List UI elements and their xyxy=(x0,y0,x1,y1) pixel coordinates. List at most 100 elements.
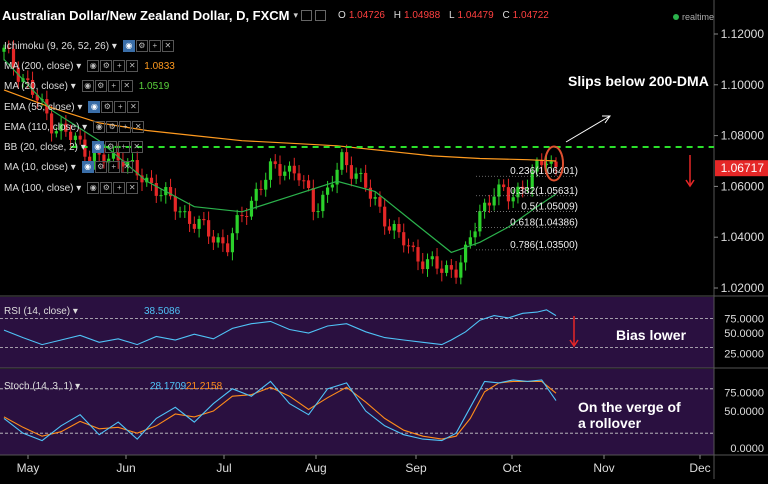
visibility-icon[interactable]: ◉ xyxy=(91,141,104,153)
indicator-label[interactable]: MA (100, close) ▾ xyxy=(4,182,82,194)
plus-icon[interactable]: + xyxy=(113,60,126,72)
stoch-d-line xyxy=(3,380,557,440)
candle-body xyxy=(197,219,201,229)
close-icon[interactable]: ✕ xyxy=(126,60,139,72)
candle-body xyxy=(73,135,77,140)
candle-body xyxy=(444,265,449,273)
ma20-line xyxy=(3,58,557,254)
plus-icon[interactable]: + xyxy=(107,80,120,92)
candle-body xyxy=(230,233,235,253)
indicator-label[interactable]: MA (200, close) ▾ xyxy=(4,60,82,72)
close-icon[interactable]: ✕ xyxy=(161,40,174,52)
rsi-tick-label: 50.0000 xyxy=(724,328,764,340)
candle-body xyxy=(478,211,482,232)
candle-body xyxy=(226,243,230,253)
indicator-row[interactable]: EMA (110, close) ▾ ◉ ⚙ + ✕ xyxy=(4,121,145,133)
visibility-icon[interactable]: ◉ xyxy=(87,182,100,194)
close-icon[interactable]: ✕ xyxy=(120,80,133,92)
visibility-icon[interactable]: ◉ xyxy=(87,60,100,72)
indicator-row[interactable]: BB (20, close, 2) ▾ ◉ ⚙ + ✕ xyxy=(4,141,144,153)
price-tick-label: 1.04000 xyxy=(721,230,765,244)
header-eye-icon[interactable] xyxy=(315,10,327,21)
visibility-icon[interactable]: ◉ xyxy=(81,161,94,173)
candle-body xyxy=(359,172,363,174)
candle-body xyxy=(102,154,106,163)
plus-icon[interactable]: + xyxy=(107,161,120,173)
time-tick-label: Dec xyxy=(689,461,710,475)
fib-level-label: 0.786(1.03500) xyxy=(510,240,578,251)
candle-body xyxy=(430,256,434,260)
candle-body xyxy=(111,152,116,159)
visibility-icon[interactable]: ◉ xyxy=(93,121,106,133)
close-icon[interactable]: ✕ xyxy=(130,141,143,153)
candle-body xyxy=(126,161,130,167)
candle-body xyxy=(492,196,496,206)
candle-body xyxy=(440,268,444,273)
last-price-label: 1.06717 xyxy=(721,161,765,175)
candle-body xyxy=(235,215,239,234)
gear-icon[interactable]: ⚙ xyxy=(104,141,117,153)
candle-body xyxy=(92,152,97,162)
candle-body xyxy=(325,187,330,195)
gear-icon[interactable]: ⚙ xyxy=(106,121,119,133)
close-icon[interactable]: ✕ xyxy=(120,161,133,173)
candle-body xyxy=(449,265,453,270)
close-icon[interactable]: ✕ xyxy=(127,101,140,113)
candle-body xyxy=(511,197,515,202)
annotation-stoch-1: On the verge of xyxy=(578,399,681,415)
gear-icon[interactable]: ⚙ xyxy=(100,182,113,194)
candle-body xyxy=(240,215,244,217)
indicator-row[interactable]: EMA (55, close) ▾ ◉ ⚙ + ✕ xyxy=(4,101,140,113)
visibility-icon[interactable]: ◉ xyxy=(88,101,101,113)
plus-icon[interactable]: + xyxy=(113,182,126,194)
indicator-row[interactable]: MA (200, close) ▾ ◉ ⚙ + ✕ 1.0833 xyxy=(4,60,175,72)
indicator-label[interactable]: MA (10, close) ▾ xyxy=(4,161,76,173)
gear-icon[interactable]: ⚙ xyxy=(135,40,148,52)
indicator-label[interactable]: MA (20, close) ▾ xyxy=(4,80,76,92)
plus-icon[interactable]: + xyxy=(117,141,130,153)
close-icon[interactable]: ✕ xyxy=(126,182,139,194)
indicator-row[interactable]: MA (20, close) ▾ ◉ ⚙ + ✕ 1.0519 xyxy=(4,80,169,92)
candle-body xyxy=(283,171,287,176)
gear-icon[interactable]: ⚙ xyxy=(94,80,107,92)
title-dropdown-icon[interactable]: ▾ xyxy=(293,10,299,20)
annotation-stoch-2: a rollover xyxy=(578,415,642,431)
indicator-row[interactable]: Ichimoku (9, 26, 52, 26) ▾ ◉ ⚙ + ✕ xyxy=(4,40,175,52)
candle-body xyxy=(549,161,553,164)
gear-icon[interactable]: ⚙ xyxy=(100,60,113,72)
candle-body xyxy=(530,171,534,189)
candle-body xyxy=(364,172,368,188)
candle-body xyxy=(7,47,11,49)
candle-body xyxy=(525,188,530,190)
stoch-legend-k-value: 28.1709 xyxy=(150,381,187,392)
indicator-label[interactable]: BB (20, close, 2) ▾ xyxy=(4,141,86,153)
visibility-icon[interactable]: ◉ xyxy=(122,40,135,52)
candle-body xyxy=(202,219,206,221)
indicator-label[interactable]: Ichimoku (9, 26, 52, 26) ▾ xyxy=(4,40,117,52)
candle-body xyxy=(107,158,111,163)
plus-icon[interactable]: + xyxy=(148,40,161,52)
indicator-label[interactable]: EMA (55, close) ▾ xyxy=(4,101,83,113)
gear-icon[interactable]: ⚙ xyxy=(94,161,107,173)
candle-body xyxy=(292,165,296,174)
indicator-row[interactable]: MA (10, close) ▾ ◉ ⚙ + ✕ xyxy=(4,161,134,173)
candle-body xyxy=(425,259,430,270)
gear-icon[interactable]: ⚙ xyxy=(101,101,114,113)
close-icon[interactable]: ✕ xyxy=(132,121,145,133)
candle-body xyxy=(254,188,258,201)
annotation-main: Slips below 200-DMA xyxy=(568,73,709,89)
indicator-controls: ◉ ⚙ + ✕ xyxy=(91,141,144,153)
fib-level-label: 0.236(1.06401) xyxy=(510,166,578,177)
stoch-k-line xyxy=(3,379,557,442)
plus-icon[interactable]: + xyxy=(114,101,127,113)
plus-icon[interactable]: + xyxy=(119,121,132,133)
header-settings-icon[interactable] xyxy=(301,10,313,21)
ohlc-readout: O 1.04726 H 1.04988 L 1.04479 C 1.04722 xyxy=(338,10,549,21)
candle-body xyxy=(78,135,82,140)
indicator-row[interactable]: MA (100, close) ▾ ◉ ⚙ + ✕ xyxy=(4,182,139,194)
visibility-icon[interactable]: ◉ xyxy=(81,80,94,92)
indicator-label[interactable]: EMA (110, close) ▾ xyxy=(4,121,88,133)
candle-body xyxy=(168,187,173,197)
candle-body xyxy=(368,187,373,199)
